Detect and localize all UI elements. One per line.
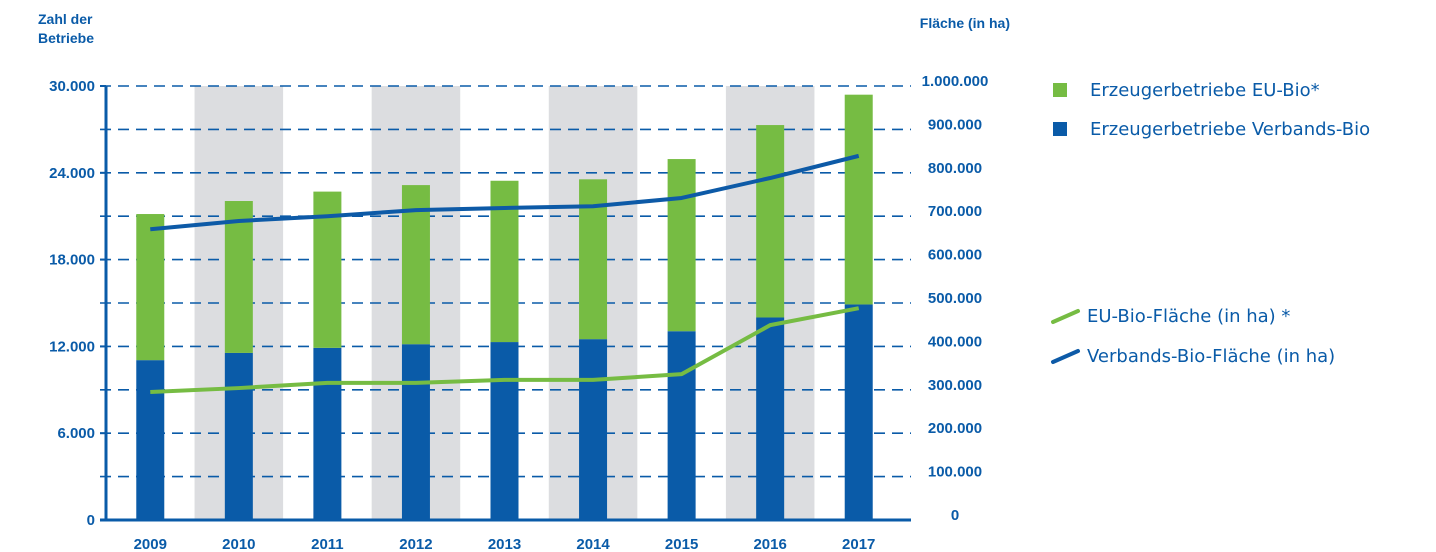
bar: [667, 159, 696, 332]
legend-label: Verbands-Bio-Fläche (in ha): [1087, 346, 1335, 367]
bar: [490, 342, 519, 520]
bar: [667, 331, 696, 520]
y2-tick-label: 600.000: [928, 247, 982, 264]
x-tick-label: 2010: [222, 536, 255, 552]
y-axis-title: Zahl der Betriebe: [38, 11, 95, 46]
y2-tick-label: 800.000: [928, 160, 982, 177]
bar: [490, 180, 519, 343]
x-tick-label: 2012: [399, 536, 432, 552]
y2-tick-label: 200.000: [928, 420, 982, 437]
legend-swatch: [1051, 349, 1080, 364]
bar: [579, 339, 608, 520]
bar: [579, 179, 608, 340]
x-tick-label: 2014: [576, 536, 610, 552]
legend-label: Erzeugerbetriebe EU-Bio*: [1090, 80, 1320, 101]
bar: [136, 360, 165, 520]
y-tick-label: 30.000: [49, 78, 95, 95]
legend-label: Erzeugerbetriebe Verbands-Bio: [1090, 119, 1370, 140]
bar: [224, 201, 253, 353]
legend-swatch: [1053, 83, 1067, 97]
bar: [756, 317, 785, 520]
bar: [313, 347, 342, 520]
bar: [756, 125, 785, 318]
y2-tick-label: 900.000: [928, 116, 982, 133]
x-tick-label: 2011: [311, 536, 344, 552]
bar: [844, 94, 873, 305]
bar: [401, 344, 430, 520]
y-tick-label: 0: [87, 512, 95, 529]
legend-swatch: [1053, 122, 1067, 136]
y2-tick-label: 400.000: [928, 333, 982, 350]
y2-tick-label: 700.000: [928, 203, 982, 220]
x-tick-label: 2013: [488, 536, 521, 552]
y2-tick-label: 300.000: [928, 377, 982, 394]
line: [150, 306, 860, 394]
bar: [844, 304, 873, 520]
y-tick-label: 6.000: [57, 425, 95, 442]
x-tick-label: 2016: [753, 536, 786, 552]
x-tick-label: 2009: [134, 536, 167, 552]
y2-tick-label: 1.000.000: [922, 73, 989, 90]
y2-tick-label: 100.000: [928, 464, 982, 481]
x-tick-label: 2015: [665, 536, 698, 552]
y2-axis-title: Fläche (in ha): [919, 15, 1010, 31]
y-tick-label: 24.000: [49, 165, 95, 182]
line: [150, 153, 860, 232]
x-tick-label: 2017: [842, 536, 875, 552]
y-tick-label: 12.000: [49, 338, 95, 355]
y-tick-label: 18.000: [49, 252, 95, 269]
y2-tick-label: 0: [951, 507, 959, 524]
legend-label: EU-Bio-Fläche (in ha) *: [1087, 306, 1290, 327]
bar: [136, 214, 165, 361]
y2-tick-label: 500.000: [928, 290, 982, 307]
bar: [224, 352, 253, 520]
legend-swatch: [1051, 309, 1080, 324]
